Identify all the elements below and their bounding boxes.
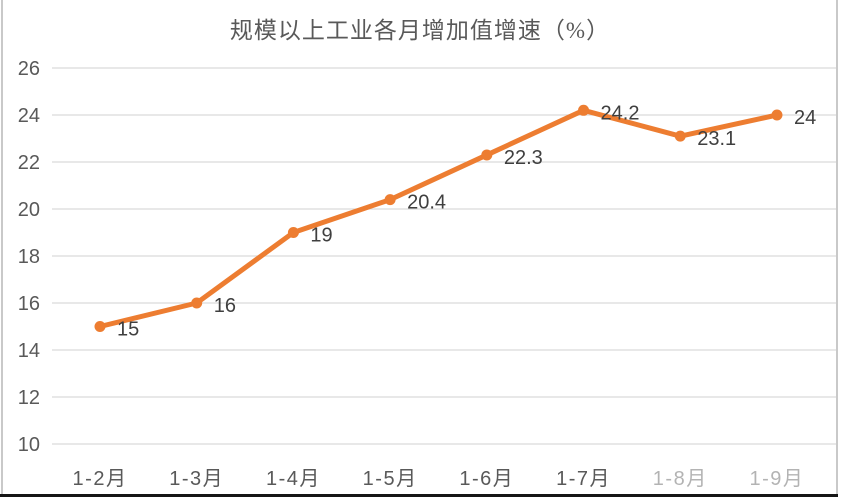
y-axis-tick-label: 24 [18, 105, 40, 127]
y-axis-tick-label: 22 [18, 152, 40, 174]
chart-right-border [836, 0, 838, 495]
y-axis-tick-label: 10 [18, 434, 40, 456]
data-point-marker [481, 149, 493, 161]
data-point-marker [771, 109, 783, 121]
x-axis-tick-label: 1-6月 [459, 468, 514, 490]
x-axis-tick-label: 1-3月 [169, 468, 224, 490]
x-axis-tick-label: 1-4月 [266, 468, 321, 490]
data-point-label: 23.1 [697, 128, 736, 150]
data-point-marker [578, 104, 590, 116]
data-point-marker [287, 227, 299, 238]
x-axis-tick-label: 1-7月 [556, 468, 611, 490]
data-point-label: 24 [794, 107, 816, 129]
chart-title: 规模以上工业各月增加值增速（%） [229, 18, 611, 43]
x-axis-tick-label: 1-5月 [363, 468, 418, 490]
x-axis-tick-label: 1-2月 [73, 468, 128, 490]
series-line [97, 107, 780, 329]
y-axis-tick-label: 16 [18, 293, 40, 315]
y-axis-tick-label: 18 [18, 246, 40, 268]
x-axis-tick-label: 1-8月 [653, 468, 708, 490]
data-point-marker [94, 321, 106, 332]
data-point-label: 19 [310, 225, 332, 247]
data-point-marker [191, 297, 203, 309]
x-axis-tick-label: 1-9月 [750, 468, 805, 490]
data-point-label: 22.3 [504, 147, 543, 169]
data-point-marker [384, 194, 396, 206]
data-point-label: 24.2 [601, 102, 640, 124]
data-point-label: 15 [117, 319, 139, 341]
y-axis-tick-label: 20 [18, 199, 40, 221]
data-point-label: 16 [214, 295, 236, 317]
y-axis-tick-label: 12 [18, 387, 40, 409]
data-point-marker [674, 130, 686, 142]
data-point-label: 20.4 [407, 192, 446, 214]
window-bottom-edge [0, 494, 838, 497]
y-axis-tick-label: 26 [18, 58, 40, 80]
y-axis-tick-label: 14 [18, 340, 40, 362]
chart-left-border [1, 0, 3, 494]
